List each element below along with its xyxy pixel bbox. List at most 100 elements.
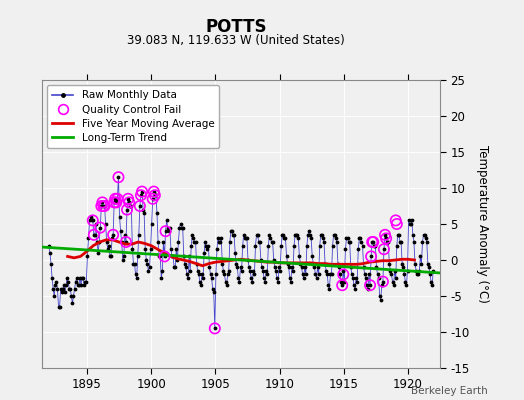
Point (254, 232, 262, 238)
Point (80, 282, 89, 288)
Point (133, 275, 141, 281)
Point (160, 253, 169, 260)
Point (64, 278, 72, 285)
Point (252, 242, 260, 249)
Point (396, 239, 404, 245)
Point (318, 232, 326, 238)
Point (217, 235, 225, 242)
Point (155, 253, 163, 260)
Point (386, 268, 395, 274)
Point (216, 239, 224, 245)
Point (81, 278, 90, 285)
Point (255, 239, 263, 245)
Point (303, 242, 311, 249)
Point (264, 242, 272, 249)
Point (265, 232, 274, 238)
Point (244, 257, 252, 263)
Point (319, 235, 327, 242)
Point (122, 239, 130, 245)
Point (194, 271, 203, 278)
Point (378, 282, 386, 288)
Point (411, 260, 419, 267)
Point (188, 232, 196, 238)
Point (337, 278, 345, 285)
Point (90, 232, 98, 238)
Point (96, 224, 104, 231)
Point (79, 275, 88, 281)
Point (98, 199, 106, 206)
Point (269, 257, 278, 263)
Point (142, 257, 150, 263)
Point (376, 293, 384, 299)
Point (84, 235, 93, 242)
Point (168, 253, 176, 260)
Point (372, 264, 380, 270)
Point (211, 325, 219, 332)
Point (278, 232, 287, 238)
Point (126, 203, 135, 209)
Point (401, 278, 410, 285)
Point (320, 239, 328, 245)
Point (274, 278, 282, 285)
Point (246, 268, 254, 274)
Point (322, 268, 330, 274)
Point (407, 221, 415, 227)
Point (425, 264, 433, 270)
Y-axis label: Temperature Anomaly (°C): Temperature Anomaly (°C) (476, 145, 489, 303)
Point (127, 203, 136, 209)
Point (215, 239, 223, 245)
Point (419, 232, 428, 238)
Point (180, 253, 188, 260)
Point (420, 232, 429, 238)
Point (102, 221, 110, 227)
Point (371, 242, 379, 249)
Point (417, 260, 425, 267)
Point (306, 232, 314, 238)
Point (121, 232, 129, 238)
Point (332, 235, 340, 242)
Point (189, 235, 198, 242)
Point (77, 282, 85, 288)
Point (173, 257, 181, 263)
Point (184, 275, 192, 281)
Point (261, 278, 269, 285)
Point (239, 232, 248, 238)
Point (208, 275, 216, 281)
Point (231, 250, 239, 256)
Point (282, 253, 291, 260)
Point (380, 246, 388, 252)
Point (219, 268, 227, 274)
Point (362, 275, 370, 281)
Point (178, 224, 186, 231)
Point (151, 192, 159, 198)
Point (250, 271, 259, 278)
Point (309, 260, 318, 267)
Point (331, 232, 339, 238)
Point (138, 188, 146, 195)
Point (373, 271, 381, 278)
Point (118, 257, 127, 263)
Point (213, 246, 221, 252)
Point (141, 246, 149, 252)
Point (236, 264, 245, 270)
Point (392, 221, 401, 227)
Point (136, 203, 144, 209)
Point (143, 260, 151, 267)
Point (333, 239, 341, 245)
Point (146, 246, 155, 252)
Point (109, 232, 117, 238)
Point (243, 235, 251, 242)
Point (304, 232, 312, 238)
Point (352, 275, 361, 281)
Point (220, 271, 228, 278)
Point (162, 217, 171, 224)
Point (174, 239, 182, 245)
Point (69, 293, 78, 299)
Point (72, 275, 81, 281)
Point (257, 257, 265, 263)
Point (203, 246, 212, 252)
Point (397, 239, 405, 245)
Point (414, 271, 422, 278)
Point (90, 232, 98, 238)
Point (50, 293, 58, 299)
